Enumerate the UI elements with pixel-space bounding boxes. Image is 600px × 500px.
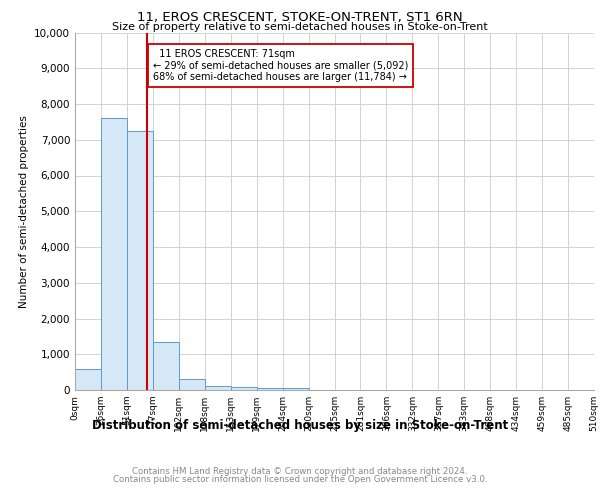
Text: 11 EROS CRESCENT: 71sqm  
← 29% of semi-detached houses are smaller (5,092)
68% : 11 EROS CRESCENT: 71sqm ← 29% of semi-de… xyxy=(153,48,408,82)
Y-axis label: Number of semi-detached properties: Number of semi-detached properties xyxy=(19,115,29,308)
Bar xyxy=(283,388,308,390)
Bar xyxy=(101,118,127,390)
Text: Distribution of semi-detached houses by size in Stoke-on-Trent: Distribution of semi-detached houses by … xyxy=(92,420,508,432)
Bar xyxy=(75,368,101,390)
Text: 11, EROS CRESCENT, STOKE-ON-TRENT, ST1 6RN: 11, EROS CRESCENT, STOKE-ON-TRENT, ST1 6… xyxy=(137,12,463,24)
Bar xyxy=(231,388,257,390)
Text: Size of property relative to semi-detached houses in Stoke-on-Trent: Size of property relative to semi-detach… xyxy=(112,22,488,32)
Bar xyxy=(153,342,179,390)
Text: Contains public sector information licensed under the Open Government Licence v3: Contains public sector information licen… xyxy=(113,475,487,484)
Bar xyxy=(257,388,283,390)
Bar xyxy=(179,380,205,390)
Bar xyxy=(127,131,153,390)
Bar xyxy=(205,386,230,390)
Text: Contains HM Land Registry data © Crown copyright and database right 2024.: Contains HM Land Registry data © Crown c… xyxy=(132,467,468,476)
